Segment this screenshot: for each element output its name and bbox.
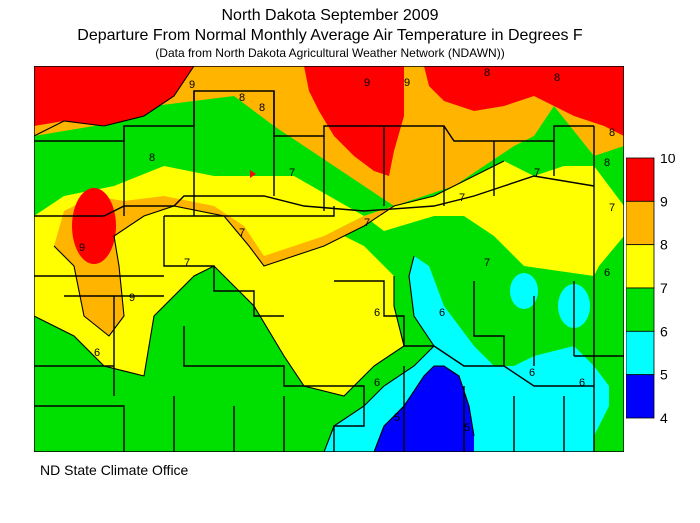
zone-4-5	[374, 366, 474, 452]
contour-label: 8	[149, 152, 155, 164]
contour-label: 8	[609, 127, 615, 139]
footer-credit: ND State Climate Office	[40, 462, 189, 478]
contour-label: 6	[604, 267, 610, 279]
legend-band-8-9	[626, 200, 655, 246]
legend-tick-9: 9	[660, 193, 668, 209]
zone-9-10-northwest	[34, 66, 194, 126]
contour-label: 9	[364, 77, 370, 89]
legend-tick-4: 4	[660, 410, 668, 424]
contour-label: 7	[239, 227, 245, 239]
legend-tick-8: 8	[660, 237, 668, 253]
legend-band-4-5	[626, 374, 655, 419]
zone-5-6	[324, 256, 609, 452]
contour-label: 7	[609, 202, 615, 214]
contour-label: 8	[484, 67, 490, 79]
contour-label: 9	[189, 79, 195, 91]
zone-7-8	[34, 161, 624, 396]
zone-9-10-west	[72, 188, 116, 264]
zone-9-10-northeast	[424, 66, 624, 136]
contour-label: 9	[79, 242, 85, 254]
legend-tick-5: 5	[660, 367, 668, 383]
data-source-note: (Data from North Dakota Agricultural Wea…	[155, 46, 505, 60]
contour-label: 6	[439, 307, 445, 319]
legend-tick-10: 10	[660, 154, 676, 166]
contour-label: 8	[239, 92, 245, 104]
map-subtitle: Departure From Normal Monthly Average Ai…	[77, 27, 583, 44]
contour-label: 6	[579, 377, 585, 389]
contour-label: 7	[364, 217, 370, 229]
zone-9-10-north-central	[304, 66, 404, 176]
legend-tick-7: 7	[660, 280, 668, 296]
contour-label: 6	[374, 377, 380, 389]
contour-label: 6	[374, 307, 380, 319]
contour-label: 5	[464, 422, 470, 434]
contour-label: 9	[404, 77, 410, 89]
contour-label: 7	[289, 167, 295, 179]
contour-label: 9	[129, 292, 135, 304]
contour-label: 7	[184, 257, 190, 269]
title-block: North Dakota September 2009 Departure Fr…	[0, 6, 660, 61]
county-boundaries	[34, 66, 624, 452]
contour-label: 7	[534, 167, 540, 179]
contour-label: 6	[529, 367, 535, 379]
contour-label: 8	[604, 157, 610, 169]
zone-9-10-spot	[250, 170, 256, 178]
legend-band-9-10	[626, 157, 655, 202]
legend-band-5-6	[626, 330, 655, 376]
map-title: North Dakota September 2009	[221, 7, 439, 24]
legend-band-6-7	[626, 287, 655, 332]
zone-8-9	[34, 66, 624, 336]
contour-label: 5	[394, 412, 400, 424]
zone-5-6-east-a	[510, 273, 538, 309]
contour-label: 8	[554, 72, 560, 84]
contour-label: 6	[94, 347, 100, 359]
legend-band-7-8	[626, 244, 655, 289]
contour-label: 7	[459, 192, 465, 204]
temperature-departure-map: 9 8 8 9 9 8 8 8 8 8 7 7 7 7 7 7 7 7 6 6 6 6 6 6 5 5 6 9 9	[34, 66, 624, 452]
contour-label: 7	[484, 257, 490, 269]
legend-tick-6: 6	[660, 323, 668, 339]
contour-label: 8	[259, 102, 265, 114]
color-legend: 10 9 8 7 6 5 4	[626, 154, 676, 424]
contour-lines	[34, 66, 505, 452]
